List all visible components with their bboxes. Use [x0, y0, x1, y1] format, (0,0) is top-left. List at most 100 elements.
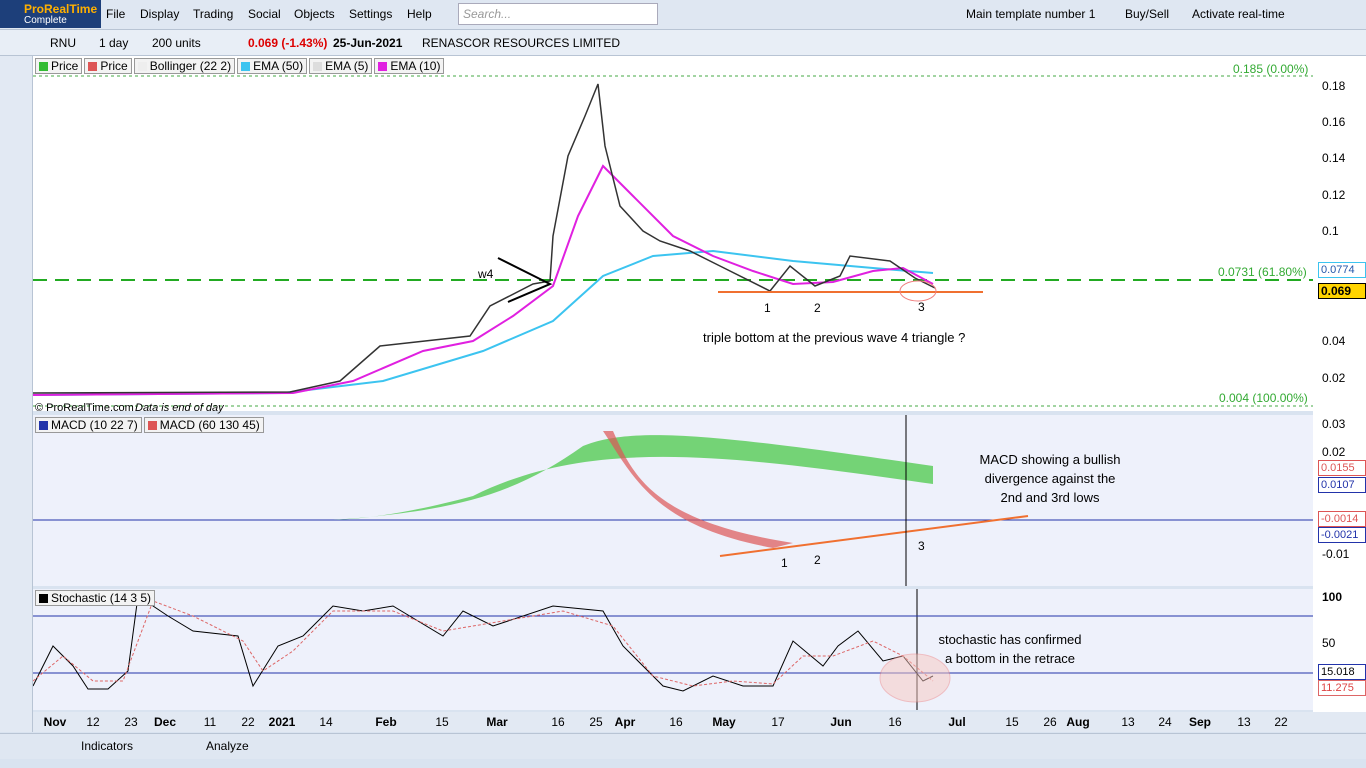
search-box[interactable]: Search... — [458, 3, 658, 25]
legend-text: Price — [51, 59, 79, 73]
legend-swatch — [88, 62, 98, 71]
units[interactable]: 200 units — [152, 36, 201, 50]
stoch-note: stochastic has confirmed a bottom in the … — [920, 630, 1100, 668]
x-tick-label: 12 — [86, 715, 100, 729]
legend-text: MACD (60 130 45) — [159, 418, 260, 432]
x-tick-label: Jun — [830, 715, 852, 729]
legend-swatch — [39, 62, 48, 71]
last-price: 0.069 (-1.43%) — [248, 36, 328, 50]
menu-item[interactable]: Help — [407, 7, 432, 21]
x-tick-label: 15 — [435, 715, 449, 729]
legend-swatch — [147, 421, 157, 430]
note-line: stochastic has confirmed — [938, 632, 1082, 647]
legend-item: Price — [35, 58, 83, 74]
legend-text: EMA (50) — [253, 59, 304, 73]
x-tick-label: 24 — [1158, 715, 1172, 729]
menu-item[interactable]: Trading — [193, 7, 234, 21]
macd-tag: 0.0107 — [1318, 477, 1366, 493]
y-tick-label: 0.16 — [1322, 115, 1346, 129]
y-tick-label: 0.18 — [1322, 79, 1346, 93]
chart-area — [33, 56, 1366, 732]
highlight — [899, 280, 937, 302]
macd-tag: 0.0155 — [1318, 460, 1366, 476]
menu-item[interactable]: Objects — [294, 7, 335, 21]
x-tick-label: Jul — [948, 715, 966, 729]
menu-item[interactable]: Social — [248, 7, 281, 21]
value-axis — [1313, 56, 1366, 716]
ema-50 — [33, 249, 934, 396]
x-tick-label: 25 — [589, 715, 603, 729]
macd-tag: -0.0021 — [1318, 527, 1366, 543]
y-tick-label: 0.02 — [1322, 445, 1346, 459]
y-tick-label: 0.02 — [1322, 371, 1346, 385]
x-tick-label: May — [712, 715, 736, 729]
note: triple bottom at the previous wave 4 tri… — [703, 330, 966, 345]
x-tick-label: Sep — [1188, 715, 1212, 729]
x-tick-label: 22 — [1274, 715, 1288, 729]
macd-legend: MACD (10 22 7) MACD (60 130 45) — [35, 417, 266, 433]
logo[interactable]: ProRealTime Complete — [0, 0, 101, 28]
legend-item: EMA (10) — [374, 58, 445, 74]
macd-trendline — [719, 515, 1029, 557]
ticker[interactable]: RNU — [50, 36, 76, 50]
price-legend: Price Price Bollinger (22 2) EMA (50) EMA (5… — [35, 58, 446, 74]
real-time[interactable]: Activate real-time — [1192, 7, 1285, 21]
legend-item: Bollinger (22 2) — [133, 58, 236, 74]
x-tick-label: 15 — [1005, 715, 1019, 729]
indicators-button[interactable]: Indicators — [81, 739, 134, 753]
note-line: 2nd and 3rd lows — [1000, 490, 1100, 505]
x-tick-label: 26 — [1043, 715, 1057, 729]
x-tick-label: 17 — [771, 715, 785, 729]
menu-bar: ProRealTime Complete File Display Trading S… — [0, 0, 1366, 30]
legend-text: Price — [100, 59, 128, 73]
price-line — [33, 83, 936, 394]
x-tick-label: Dec — [153, 715, 177, 729]
x-tick-label: 13 — [1121, 715, 1135, 729]
macd-fill-red — [603, 431, 793, 548]
menu-item[interactable]: File — [106, 7, 126, 21]
x-tick-label: 23 — [124, 715, 138, 729]
note-line: MACD showing a bullish — [979, 452, 1121, 467]
analyze-button[interactable]: Analyze — [206, 739, 249, 753]
stoch-legend: Stochastic (14 3 5) — [35, 590, 156, 606]
macd-fill — [333, 435, 933, 520]
legend-text: EMA (5) — [325, 59, 369, 73]
buy-sell[interactable]: Buy/Sell — [1125, 7, 1170, 21]
y-tick-label: 100 — [1322, 590, 1343, 604]
legend-swatch — [39, 421, 48, 430]
period[interactable]: 1 day — [99, 36, 129, 50]
copyright: © ProRealTime.com — [35, 402, 134, 414]
stoch-highlight — [879, 653, 951, 703]
note-line: a bottom in the retrace — [944, 651, 1076, 666]
y-tick-label: 0.14 — [1322, 151, 1346, 165]
legend-swatch — [241, 62, 251, 71]
template[interactable]: Main template number 1 — [966, 7, 1096, 21]
triangle — [497, 257, 553, 303]
x-tick-label: 16 — [551, 715, 565, 729]
x-tick-label: 16 — [888, 715, 902, 729]
menu-item[interactable]: Settings — [349, 7, 393, 21]
app-edition: Complete — [24, 15, 67, 26]
x-tick-label: 2021 — [268, 715, 296, 729]
x-tick-label: Feb — [375, 715, 397, 729]
macd-note: MACD showing a bullish divergence against… — [960, 450, 1140, 507]
stoch-k — [33, 595, 934, 692]
x-tick-label: 13 — [1237, 715, 1251, 729]
ema-tag: 0.0774 — [1318, 262, 1366, 278]
note: 2 — [814, 301, 821, 315]
y-tick-label: 0.04 — [1322, 334, 1346, 348]
menu-item[interactable]: Display — [140, 7, 180, 21]
legend-text: EMA (10) — [390, 59, 441, 73]
legend-text: Bollinger (22 2) — [149, 59, 232, 73]
legend-item: MACD (10 22 7) — [35, 417, 142, 433]
instrument-name: RENASCOR RESOURCES LIMITED — [422, 36, 621, 50]
date: 25-Jun-2021 — [333, 36, 403, 50]
note: 2 — [814, 553, 821, 567]
note-line: divergence against the — [984, 471, 1116, 486]
y-tick-label: 50 — [1322, 636, 1336, 650]
data-note: Data is end of day — [135, 402, 224, 414]
stoch-tag: 11.275 — [1318, 680, 1366, 696]
x-tick-label: 16 — [669, 715, 683, 729]
note: 1 — [781, 556, 788, 570]
macd-tag: -0.0014 — [1318, 511, 1366, 527]
